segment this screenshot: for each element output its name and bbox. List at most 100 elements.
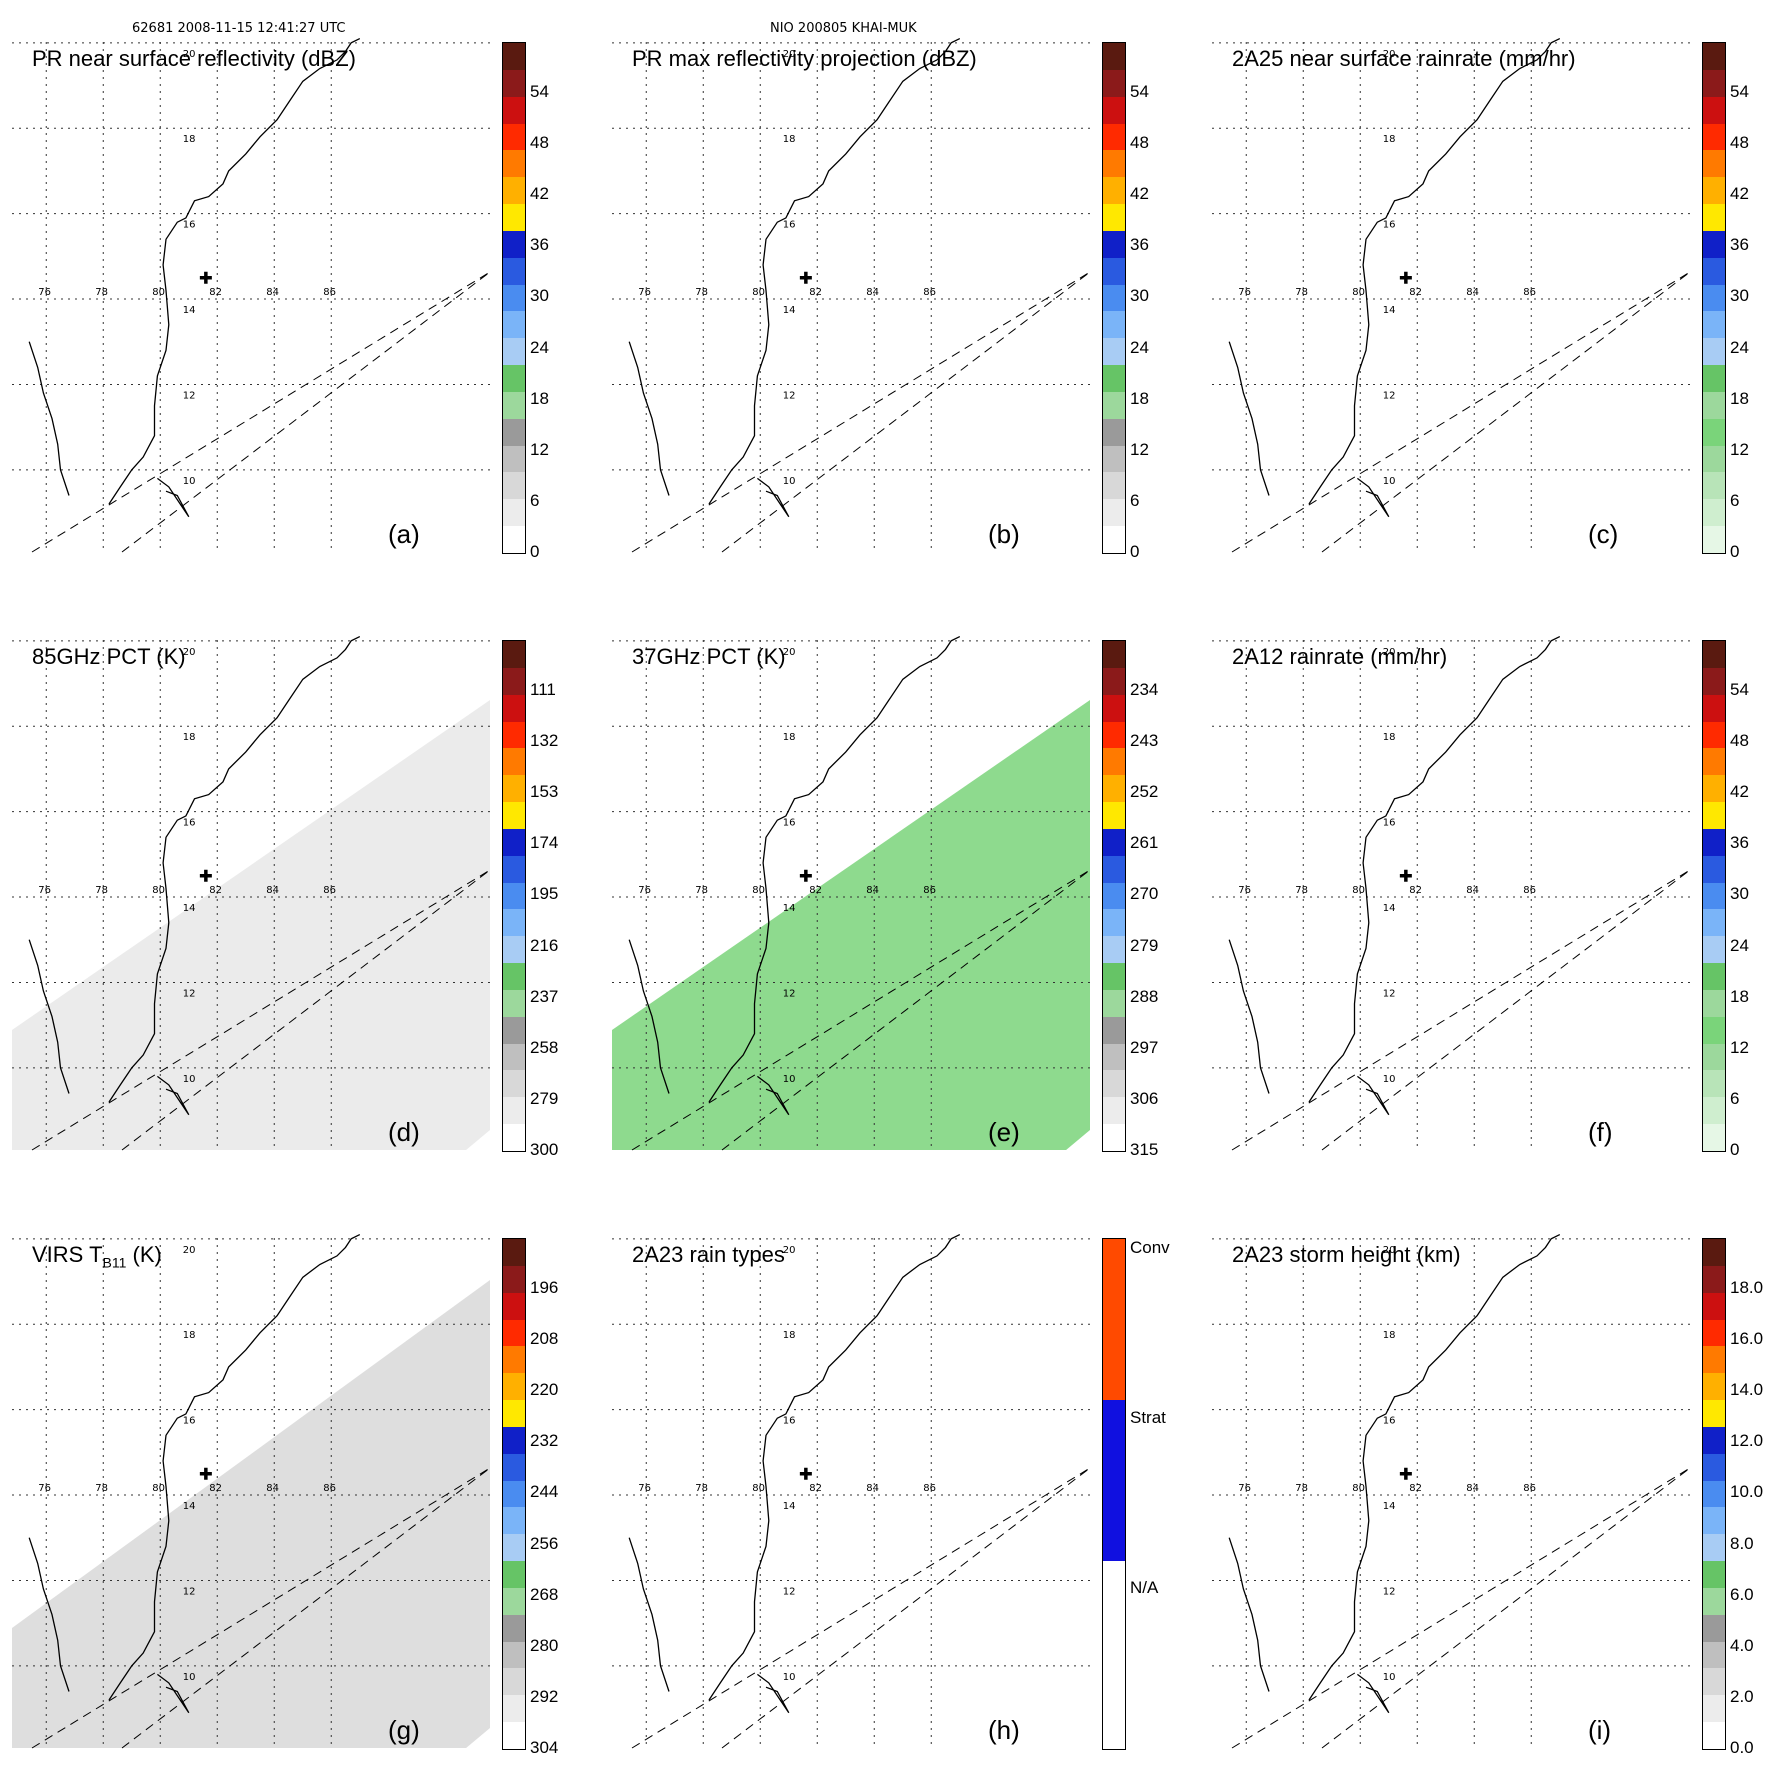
colorbar-segment bbox=[1103, 721, 1125, 749]
colorbar-segment bbox=[1703, 1400, 1725, 1428]
colorbar-tick-label: 6 bbox=[530, 490, 540, 510]
plus-marker-icon bbox=[199, 271, 212, 284]
colorbar-segment bbox=[503, 882, 525, 910]
colorbar-segment bbox=[503, 963, 525, 991]
pr-swath-edge bbox=[1231, 271, 1691, 553]
lon-label: 78 bbox=[695, 287, 708, 298]
lat-label: 20 bbox=[1383, 1245, 1396, 1256]
lon-label: 82 bbox=[209, 885, 222, 896]
lat-label: 10 bbox=[1383, 1074, 1396, 1085]
panel-label: (d) bbox=[388, 1117, 420, 1147]
lon-label: 82 bbox=[809, 1483, 822, 1494]
colorbar-segment bbox=[503, 1695, 525, 1723]
lon-label: 84 bbox=[266, 287, 279, 298]
colorbar-segment bbox=[1103, 882, 1125, 910]
map-b: 76 78 80 82 84 86 20 18 16 14 12 10 bbox=[612, 38, 1091, 553]
colorbar-tick-label: 48 bbox=[1730, 133, 1749, 153]
colorbar-segment bbox=[503, 828, 525, 857]
lon-label: 84 bbox=[266, 885, 279, 896]
pr-swath-edge bbox=[721, 271, 1091, 553]
lon-label: 80 bbox=[752, 885, 765, 896]
lon-label: 86 bbox=[923, 287, 936, 298]
colorbar-tick-label: 36 bbox=[1130, 235, 1149, 255]
colorbar-tick-label: 288 bbox=[1130, 986, 1159, 1006]
lon-label: 76 bbox=[1238, 885, 1251, 896]
colorbar-segment bbox=[1103, 1016, 1125, 1045]
lon-label: 78 bbox=[95, 885, 108, 896]
panel-i: 76 78 80 82 84 86 20 18 16 14 12 10 2A23 storm heigh… bbox=[1212, 1234, 1763, 1768]
colorbar-tick-label: 6 bbox=[1730, 1088, 1740, 1108]
colorbar-segment bbox=[503, 1373, 525, 1401]
lon-label: 78 bbox=[695, 885, 708, 896]
colorbar-tick-label: 16.0 bbox=[1730, 1329, 1764, 1349]
colorbar-segment bbox=[1103, 828, 1125, 857]
lon-label: 82 bbox=[809, 287, 822, 298]
coastline bbox=[1228, 1537, 1270, 1692]
colorbar-segment bbox=[503, 1346, 525, 1374]
pr-swath-edge bbox=[121, 271, 491, 553]
colorbar-segment bbox=[1103, 150, 1125, 178]
colorbar-tick-label: 12 bbox=[530, 439, 549, 459]
colorbar-segment bbox=[503, 1561, 525, 1589]
colorbar-tick-label: 36 bbox=[530, 235, 549, 255]
colorbar-segment bbox=[503, 1641, 525, 1669]
lon-label: 76 bbox=[1238, 1483, 1251, 1494]
lon-label: 80 bbox=[152, 1483, 165, 1494]
colorbar-segment bbox=[503, 177, 525, 205]
colorbar-segment bbox=[503, 802, 525, 830]
colorbar-segment bbox=[1703, 365, 1725, 393]
lat-label: 16 bbox=[783, 818, 796, 829]
lon-label: 76 bbox=[1238, 287, 1251, 298]
colorbar-segment bbox=[503, 775, 525, 803]
pr-swath-edge bbox=[1231, 869, 1691, 1151]
colorbar-segment bbox=[503, 338, 525, 366]
coastline bbox=[28, 1537, 70, 1692]
colorbar-segment bbox=[503, 1480, 525, 1508]
colorbar-segment bbox=[1103, 204, 1125, 232]
map-i: 76 78 80 82 84 86 20 18 16 14 12 10 bbox=[1212, 1234, 1691, 1749]
pr-swath-edge bbox=[631, 1467, 1091, 1749]
colorbar-segment bbox=[1103, 1641, 1125, 1669]
coastline bbox=[757, 1673, 790, 1714]
lon-label: 84 bbox=[1466, 885, 1479, 896]
coastline bbox=[157, 1075, 190, 1116]
colorbar-tick-label: 54 bbox=[530, 82, 549, 101]
colorbar-segment bbox=[1703, 1070, 1725, 1098]
lat-label: 12 bbox=[183, 1586, 196, 1597]
colorbar-segment bbox=[1703, 1346, 1725, 1374]
panel-g: 76 78 80 82 84 86 20 18 16 14 12 10 VIRS TB11 (K) (g)… bbox=[12, 1234, 558, 1768]
colorbar-segment bbox=[1703, 338, 1725, 366]
lat-label: 16 bbox=[183, 1416, 196, 1427]
colorbar-tick-label: 232 bbox=[530, 1431, 559, 1451]
colorbar-tick-label: 30 bbox=[530, 286, 549, 306]
lon-label: 76 bbox=[38, 1483, 51, 1494]
lon-label: 84 bbox=[1466, 1483, 1479, 1494]
coastline bbox=[708, 1234, 961, 1701]
colorbar-segment bbox=[1703, 775, 1725, 803]
colorbar-segment bbox=[1703, 1453, 1725, 1482]
colorbar-segment bbox=[1703, 96, 1725, 124]
lon-label: 86 bbox=[323, 1483, 336, 1494]
colorbar-segment bbox=[1703, 802, 1725, 830]
colorbar-segment bbox=[1703, 69, 1725, 98]
panel-c: 76 78 80 82 84 86 20 18 16 14 12 10 2A25 near surfac… bbox=[1212, 38, 1749, 572]
colorbar-segment bbox=[1103, 284, 1125, 312]
colorbar-segment bbox=[503, 257, 525, 286]
colorbar-tick-label: 42 bbox=[1730, 184, 1749, 204]
colorbar-segment bbox=[1703, 748, 1725, 776]
pr-swath-edge bbox=[1321, 271, 1691, 553]
colorbar-tick-label: 6 bbox=[1130, 490, 1140, 510]
colorbar-segment bbox=[503, 1292, 525, 1320]
colorbar-segment bbox=[1703, 150, 1725, 178]
colorbar-segment bbox=[1703, 204, 1725, 232]
colorbar-segment bbox=[1703, 1641, 1725, 1669]
colorbar-segment bbox=[1103, 667, 1125, 696]
colorbar-segment bbox=[1103, 1480, 1125, 1508]
coastline bbox=[108, 38, 361, 505]
colorbar-segment bbox=[503, 1124, 525, 1152]
colorbar-segment bbox=[1703, 1043, 1725, 1071]
colorbar-segment bbox=[503, 721, 525, 749]
lon-label: 82 bbox=[809, 885, 822, 896]
colorbar-tick-label: 315 bbox=[1130, 1140, 1159, 1159]
colorbar-tick-label: 153 bbox=[530, 782, 559, 802]
